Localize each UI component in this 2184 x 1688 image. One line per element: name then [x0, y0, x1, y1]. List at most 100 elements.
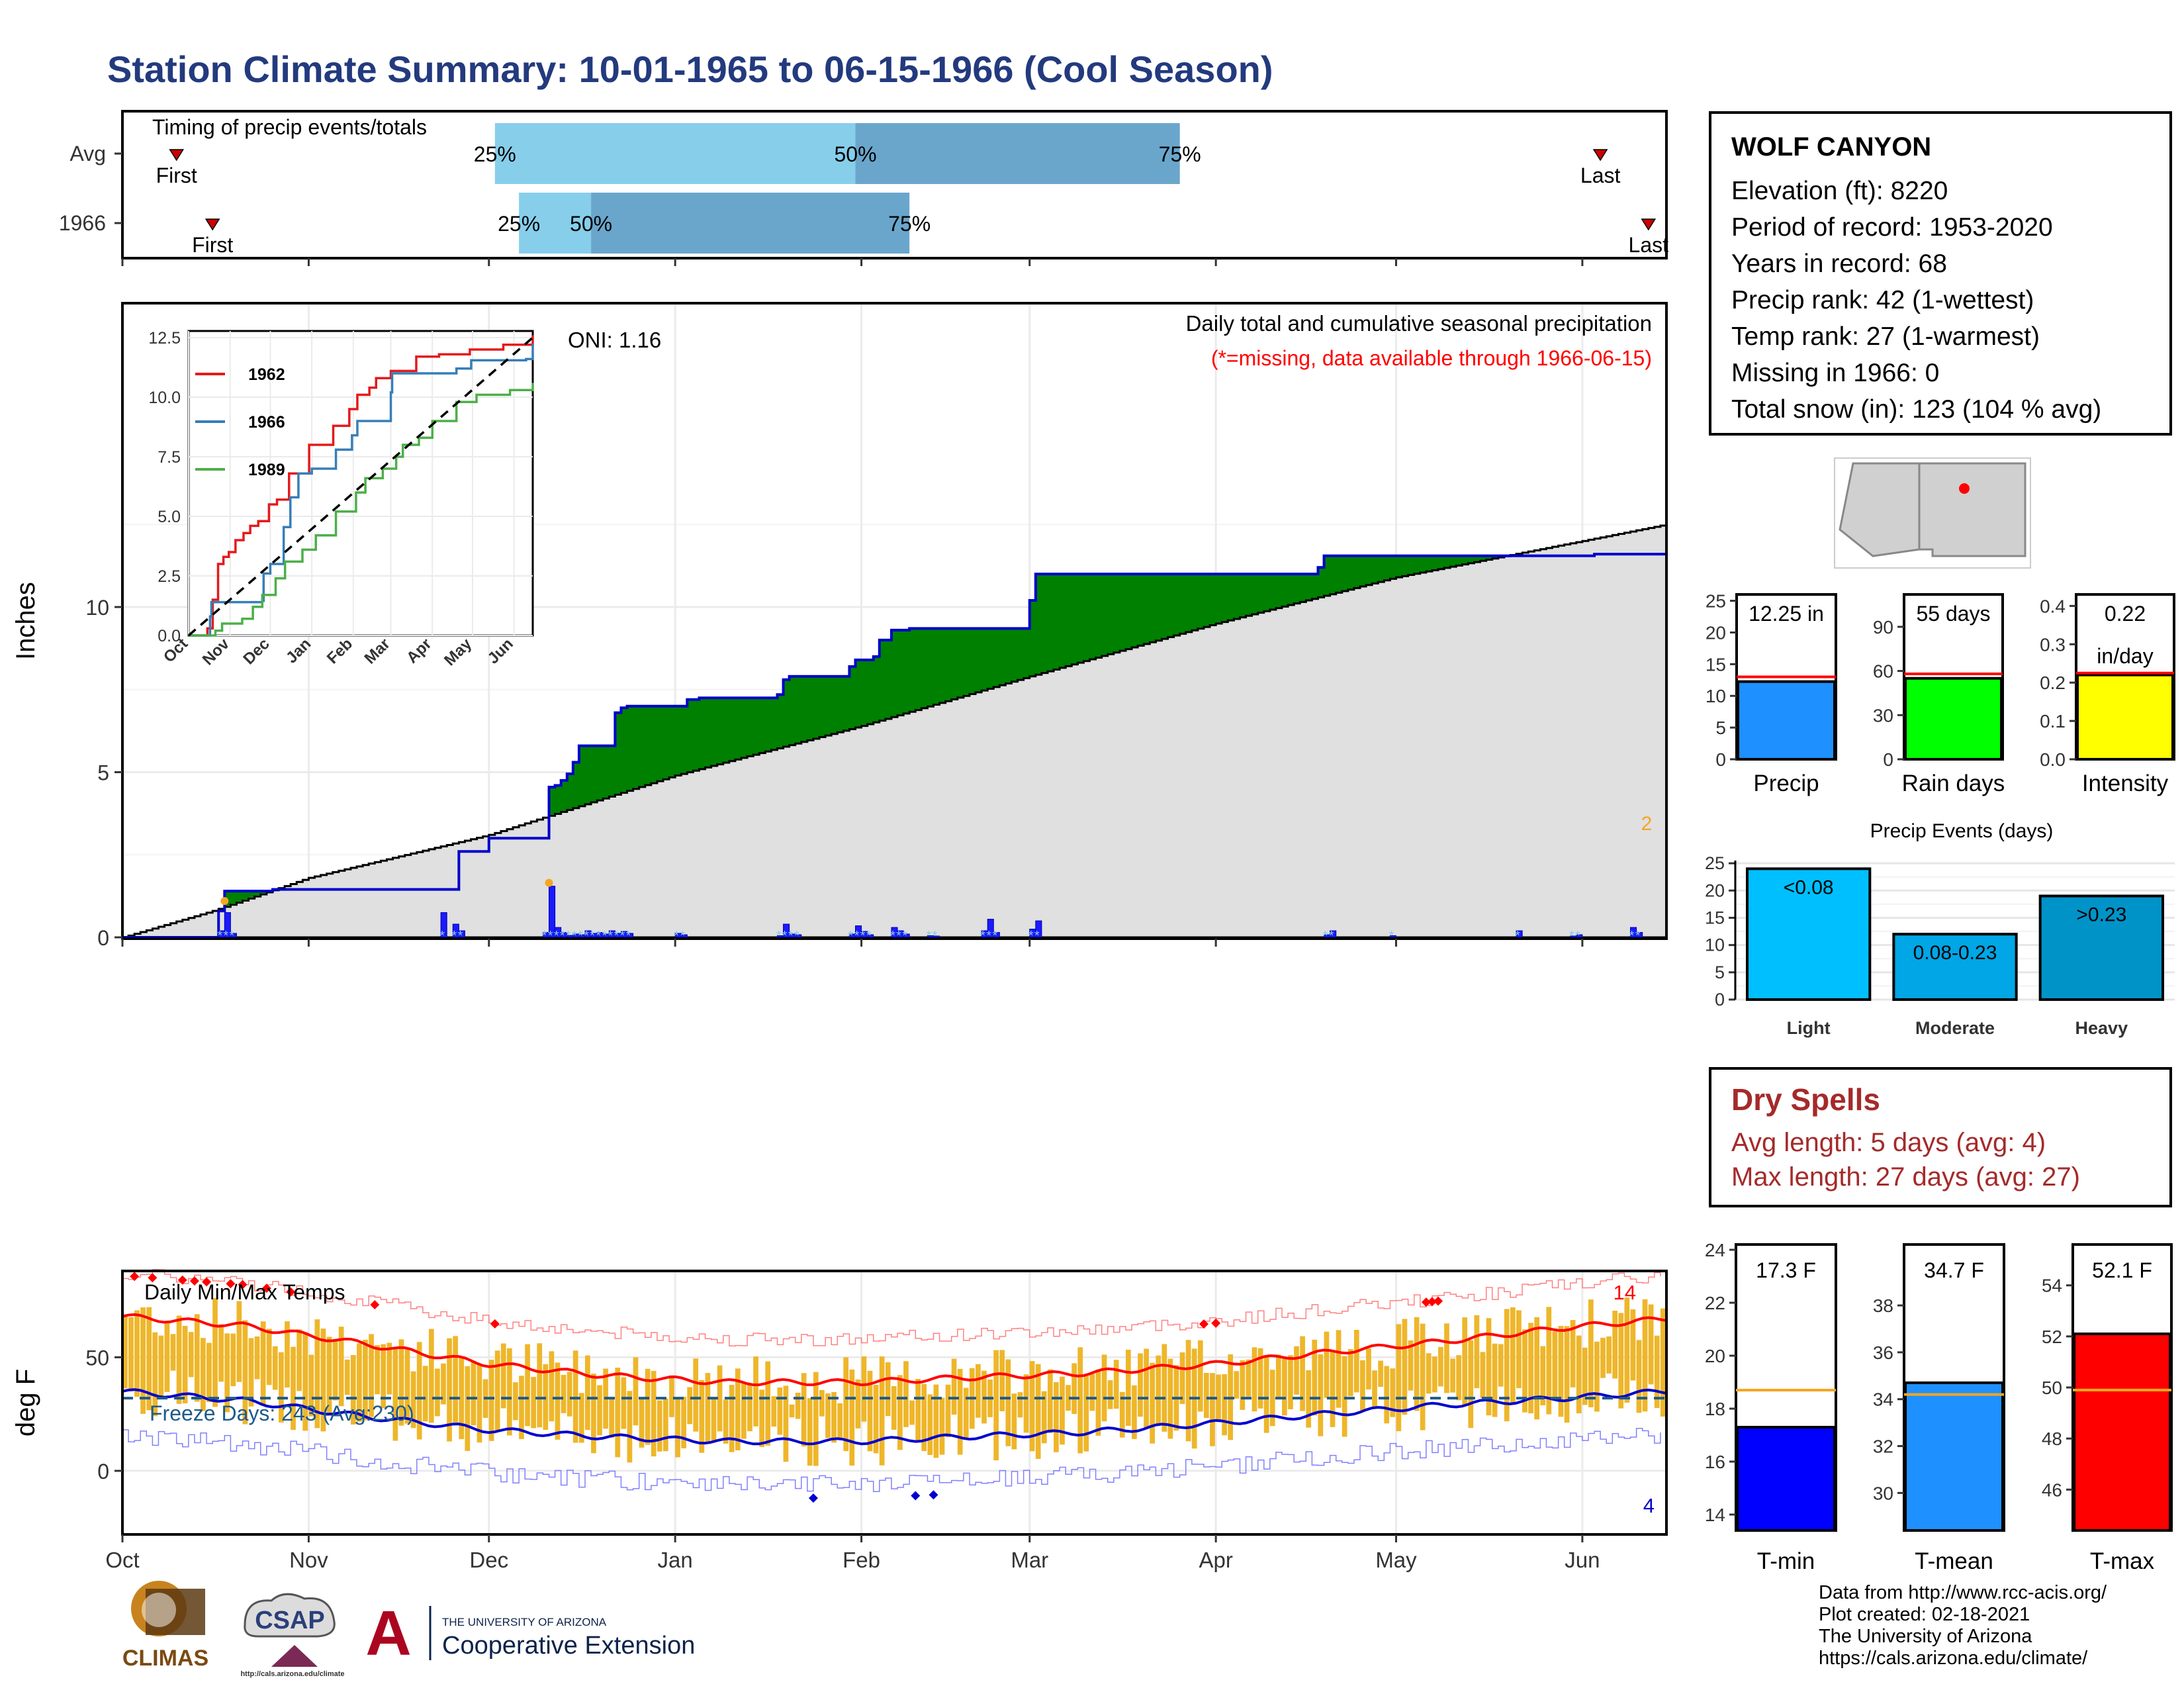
record-high-marker	[1433, 1296, 1443, 1306]
cumulative-anomaly-segment	[981, 628, 988, 690]
daily-temp-bar	[1600, 1337, 1606, 1378]
cumulative-anomaly-segment	[741, 698, 748, 757]
daily-temp-bar	[1210, 1373, 1215, 1446]
cumulative-anomaly-segment	[867, 659, 874, 724]
daily-temp-bar	[578, 1393, 584, 1443]
record-high-line	[122, 1269, 1661, 1346]
daily-temp-bar	[933, 1384, 939, 1458]
snow-marker-icon: *	[848, 929, 854, 943]
precip-events-bar-label: >0.23	[2076, 904, 2126, 926]
cumulative-anomaly-segment	[957, 628, 964, 697]
precip-events-category: Moderate	[1915, 1018, 1995, 1038]
daily-temp-bar	[1624, 1297, 1630, 1403]
inset-legend-label: 1989	[248, 461, 285, 479]
cumulative-anomaly-segment	[1156, 574, 1163, 640]
daily-temp-bar	[1017, 1392, 1023, 1418]
daily-temp-bar	[122, 1314, 128, 1389]
inset-x-tick-label: Dec	[240, 635, 273, 668]
mini-raindays-y-tick-label: 90	[1873, 617, 1893, 637]
daily-temp-bar	[1119, 1391, 1125, 1438]
precip-events-category: Light	[1787, 1018, 1831, 1038]
cumulative-anomaly-segment	[999, 628, 1007, 684]
mini-tmax-y-tick-label: 54	[2042, 1276, 2062, 1296]
daily-temp-bar	[1269, 1370, 1275, 1427]
ua-logo: A THE UNIVERSITY OF ARIZONA Cooperative …	[363, 1598, 695, 1668]
daily-temp-bar	[1612, 1311, 1618, 1379]
mini-raindays-y-tick-label: 60	[1873, 661, 1893, 682]
daily-temp-bar	[999, 1350, 1005, 1411]
cumulative-anomaly-segment	[1378, 555, 1385, 581]
daily-temp-bar	[693, 1358, 699, 1432]
cumulative-anomaly-segment	[1384, 555, 1391, 580]
daily-temp-bar	[1240, 1360, 1246, 1410]
cumulative-anomaly-segment	[1066, 574, 1072, 666]
daily-temp-bar	[584, 1355, 590, 1430]
temp-x-tick-label: May	[1375, 1548, 1417, 1572]
cumulative-anomaly-segment	[1210, 574, 1216, 625]
snow-marker-icon: *	[554, 929, 559, 943]
cumulative-anomaly-segment	[951, 628, 958, 699]
daily-temp-bar	[555, 1362, 561, 1440]
station-temp-rank: Temp rank: 27 (1-warmest)	[1731, 322, 2040, 351]
location-map	[1834, 457, 2031, 569]
daily-temp-bar	[170, 1334, 176, 1371]
temp-x-tick-label: Jun	[1565, 1548, 1600, 1572]
daily-temp-bar	[711, 1398, 717, 1441]
cumulative-anomaly-segment	[861, 659, 868, 726]
cumulative-anomaly-segment	[765, 698, 772, 751]
daily-temp-bar	[1167, 1358, 1173, 1439]
daily-temp-bar	[1179, 1352, 1185, 1405]
daily-temp-bar	[1347, 1348, 1353, 1397]
daily-temp-bar	[447, 1338, 452, 1442]
cumulative-anomaly-segment	[1144, 574, 1150, 643]
mini-tmin-y-tick-label: 16	[1705, 1452, 1725, 1472]
daily-temp-bar	[1029, 1361, 1035, 1452]
daily-temp-bar	[272, 1346, 278, 1390]
daily-temp-bar	[1047, 1369, 1053, 1433]
daily-temp-bar	[699, 1380, 705, 1453]
csap-logo-text: CSAP	[255, 1607, 325, 1634]
cumulative-anomaly-segment	[1071, 574, 1078, 664]
mini-tmax-y-tick-label: 50	[2042, 1378, 2062, 1398]
station-precip-rank: Precip rank: 42 (1-wettest)	[1731, 286, 2034, 314]
snow-marker-icon: *	[866, 929, 872, 943]
cumulative-anomaly-segment	[976, 628, 982, 692]
record-low-count: 4	[1643, 1494, 1655, 1517]
cumulative-anomaly-segment	[879, 639, 886, 720]
daily-temp-bar	[194, 1314, 200, 1402]
freeze-days-label: Freeze Days: 243 (Avg:230)	[150, 1401, 414, 1425]
snow-marker-icon: *	[584, 929, 589, 943]
daily-temp-bar	[1498, 1344, 1504, 1387]
precip-events-category: Heavy	[2075, 1018, 2128, 1038]
daily-temp-bar	[813, 1372, 819, 1466]
cumulative-anomaly-segment	[1197, 574, 1205, 628]
ua-a-icon: A	[365, 1598, 411, 1668]
daily-temp-bar	[1161, 1344, 1167, 1432]
daily-temp-bar	[1156, 1355, 1161, 1426]
daily-temp-bar	[561, 1374, 567, 1413]
daily-temp-bar	[639, 1399, 645, 1448]
timing-row-label: 1966	[59, 211, 106, 235]
cumulative-anomaly-segment	[1402, 555, 1409, 576]
timing-percent-label: 50%	[834, 142, 876, 166]
cumulative-anomaly-segment	[885, 639, 892, 718]
daily-temp-bar	[285, 1321, 290, 1388]
daily-temp-bar	[230, 1333, 236, 1387]
daily-temp-bar	[260, 1321, 266, 1406]
timing-label-last: Last	[1580, 164, 1621, 187]
daily-temp-bar	[867, 1370, 873, 1452]
daily-temp-bar	[909, 1400, 915, 1425]
mini-tmean-y-tick-label: 38	[1873, 1295, 1893, 1316]
daily-temp-bar	[1654, 1335, 1660, 1409]
snow-marker-icon: *	[217, 929, 222, 943]
mini-precip-y-tick-label: 15	[1706, 654, 1726, 675]
temp-x-tick-label: Mar	[1011, 1548, 1048, 1572]
cumulative-anomaly-segment	[1353, 555, 1361, 588]
daily-temp-bar	[344, 1359, 350, 1395]
station-missing: Missing in 1966: 0	[1731, 359, 1940, 387]
daily-temp-bar	[471, 1360, 477, 1426]
daily-temp-bar	[248, 1338, 254, 1407]
mini-precip-value-label: 12.25 in	[1749, 602, 1824, 626]
daily-temp-bar	[266, 1329, 272, 1385]
daily-temp-bar	[201, 1338, 206, 1411]
